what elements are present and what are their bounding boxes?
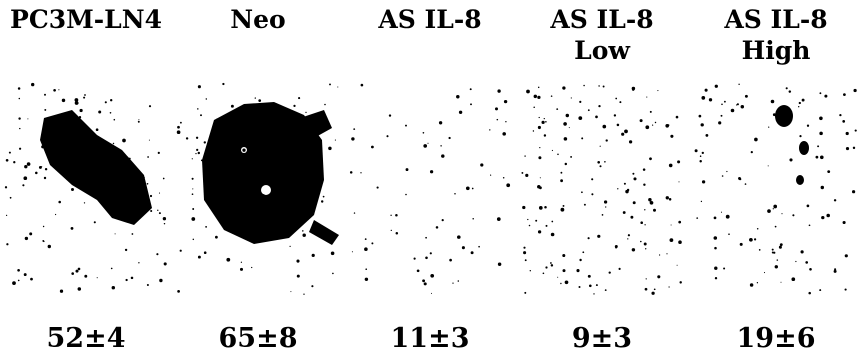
colony-count: 65±8 — [218, 323, 298, 354]
panel-as-il-8-high: AS IL-8 High 19±6 — [690, 0, 862, 360]
micrograph-image — [346, 80, 514, 300]
panel-label: AS IL-8 Low — [550, 5, 654, 65]
micrograph-image — [174, 80, 342, 300]
colony-count: 19±6 — [736, 323, 816, 354]
micrograph-image — [2, 80, 170, 300]
panel-as-il-8: AS IL-8 11±3 — [344, 0, 516, 360]
panel-label: Neo — [230, 5, 286, 34]
panel-label: AS IL-8 High — [724, 5, 828, 65]
colony-count: 11±3 — [390, 323, 470, 354]
micrograph-image — [692, 80, 860, 300]
panel-label: AS IL-8 — [378, 5, 482, 34]
colony-count: 52±4 — [46, 323, 126, 354]
colony-count: 9±3 — [571, 323, 633, 354]
micrograph-image — [518, 80, 686, 300]
panel-neo: Neo 65±8 — [172, 0, 344, 360]
panel-label: PC3M-LN4 — [10, 5, 162, 34]
panel-as-il-8-low: AS IL-8 Low 9±3 — [516, 0, 688, 360]
panel-pc3m-ln4: PC3M-LN4 52±4 — [0, 0, 172, 360]
